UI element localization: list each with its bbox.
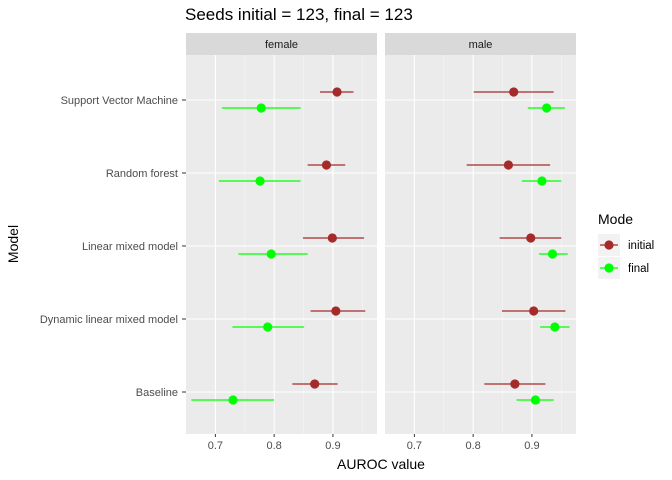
x-tick-label: 0.7	[208, 440, 223, 452]
y-tick-label: Support Vector Machine	[61, 95, 178, 107]
point-initial	[510, 379, 520, 389]
panel-background	[385, 55, 576, 434]
facet-panels: female male	[186, 33, 576, 434]
legend-entries: initial final	[598, 234, 654, 279]
x-tick-label: 0.9	[524, 440, 539, 452]
point-final	[537, 176, 547, 186]
legend: Mode initial final	[598, 211, 654, 279]
facet-strip-label: female	[265, 39, 298, 51]
legend-label-initial: initial	[628, 240, 654, 252]
facet-strip	[385, 33, 576, 55]
facet-panel-male: male	[385, 33, 576, 434]
y-tick-label: Random forest	[106, 168, 178, 180]
point-final	[266, 249, 276, 259]
y-tick-label: Dynamic linear mixed model	[40, 314, 178, 326]
y-axis-title: Model	[5, 225, 21, 263]
point-final	[550, 322, 560, 332]
point-final	[530, 395, 541, 405]
point-initial	[503, 160, 514, 170]
x-axis-labels: 0.7 0.8 0.9 0.7 0.8 0.9	[208, 434, 540, 452]
x-tick-label: 0.7	[407, 440, 422, 452]
facet-panel-female: female	[186, 33, 377, 434]
chart-title: Seeds initial = 123, final = 123	[185, 5, 413, 24]
point-final	[256, 103, 266, 113]
point-final	[228, 395, 238, 405]
panel-background	[186, 55, 377, 434]
point-initial	[332, 87, 342, 97]
point-initial	[331, 306, 341, 316]
legend-label-final: final	[628, 263, 649, 275]
facet-strip-label: male	[469, 39, 493, 51]
point-final	[542, 103, 552, 113]
x-axis-title: AUROC value	[337, 456, 425, 472]
y-axis-labels: Support Vector Machine Random forest Linea…	[40, 95, 186, 399]
point-initial	[509, 87, 519, 97]
x-tick-label: 0.8	[466, 440, 481, 452]
point-initial	[310, 379, 320, 389]
point-initial	[321, 160, 332, 170]
point-initial	[327, 233, 337, 243]
y-tick-label: Linear mixed model	[82, 241, 178, 253]
legend-key-point	[604, 240, 614, 250]
x-tick-label: 0.8	[267, 440, 282, 452]
point-initial	[526, 233, 536, 243]
legend-key-point	[604, 263, 614, 273]
point-final	[263, 322, 273, 332]
facet-strip	[186, 33, 377, 55]
legend-title: Mode	[598, 211, 633, 227]
x-tick-label: 0.9	[325, 440, 340, 452]
point-final	[255, 176, 265, 186]
point-initial	[529, 306, 539, 316]
y-tick-label: Baseline	[136, 387, 178, 399]
point-final	[547, 249, 558, 259]
